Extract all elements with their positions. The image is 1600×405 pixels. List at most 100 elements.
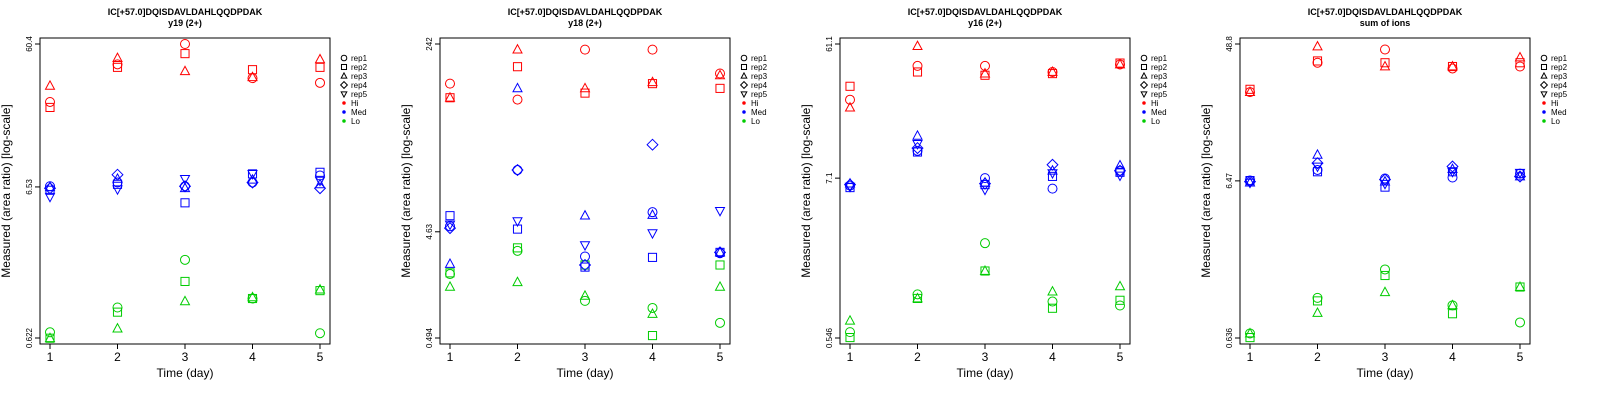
legend-marker-med <box>1142 110 1146 114</box>
legend-label: rep5 <box>351 90 368 99</box>
legend-marker-rep5 <box>340 91 348 99</box>
legend-marker-rep3 <box>1540 71 1548 79</box>
y-tick-label: 0.494 <box>425 327 434 348</box>
x-tick-label: 1 <box>847 350 854 364</box>
x-tick-label: 3 <box>182 350 189 364</box>
data-point-rep2-hi <box>1312 56 1323 66</box>
data-point-rep3-lo <box>444 280 456 291</box>
data-point-rep5-med <box>579 241 591 252</box>
legend-label: rep3 <box>1151 72 1168 81</box>
y-tick-label: 6.47 <box>1225 173 1234 189</box>
data-point-rep5-med <box>844 182 856 193</box>
legend-label: rep3 <box>751 72 768 81</box>
data-point-rep3-med <box>512 82 523 93</box>
legend-marker-rep3 <box>1140 71 1148 79</box>
data-point-rep5-med <box>647 229 658 240</box>
data-point-rep1-lo <box>112 302 123 313</box>
data-point-rep1-med <box>1447 172 1458 183</box>
data-point-rep1-med <box>512 165 523 176</box>
y-tick-label: 6.53 <box>25 179 34 195</box>
data-point-rep1-hi <box>1447 63 1458 74</box>
data-point-rep2-hi <box>845 81 855 91</box>
chart-title: IC[+57.0]DQISDAVLDAHLQQDPDAK <box>1308 7 1463 17</box>
x-tick-label: 5 <box>717 350 724 364</box>
legend-marker-hi <box>1142 101 1146 105</box>
data-point-rep3-hi <box>1312 40 1323 51</box>
data-point-rep5-med <box>512 217 523 228</box>
legend-marker-rep2 <box>740 63 748 71</box>
data-point-rep4-med <box>1378 173 1392 186</box>
data-point-rep4-med <box>978 177 992 190</box>
data-point-rep2-hi <box>315 62 325 72</box>
data-point-rep4-med <box>1113 164 1127 177</box>
x-axis-label: Time (day) <box>957 366 1014 380</box>
legend-marker-rep2 <box>1540 63 1548 71</box>
data-point-rep2-med <box>445 211 455 221</box>
y-axis-label: Measured (area ratio) [log-scale] <box>0 104 13 277</box>
data-point-rep2-lo <box>315 286 325 296</box>
data-point-rep1-lo <box>580 295 590 306</box>
data-point-rep2-hi <box>112 62 123 72</box>
data-point-rep2-med <box>1047 171 1058 181</box>
legend-label: Med <box>1551 108 1567 117</box>
legend-label: Med <box>351 108 367 117</box>
data-point-rep2-med <box>1380 182 1390 192</box>
legend-label: rep1 <box>1551 54 1568 63</box>
data-point-rep1-hi <box>180 39 190 49</box>
legend-label: Hi <box>751 99 759 108</box>
x-tick-label: 4 <box>649 350 656 364</box>
chart-title: IC[+57.0]DQISDAVLDAHLQQDPDAK <box>508 7 663 17</box>
legend-label: rep5 <box>1551 90 1568 99</box>
legend-marker-rep2 <box>340 63 348 71</box>
x-tick-label: 3 <box>1382 350 1389 364</box>
legend-marker-rep3 <box>740 71 748 79</box>
legend-marker-rep4 <box>739 80 749 90</box>
data-point-rep1-med <box>445 221 455 232</box>
data-point-rep5-med <box>1379 179 1391 190</box>
data-point-rep2-hi <box>45 102 55 112</box>
data-point-rep5-med <box>1514 168 1526 179</box>
x-tick-label: 3 <box>582 350 589 364</box>
data-point-rep1-med <box>647 207 658 218</box>
data-point-rep3-med <box>314 178 326 189</box>
data-point-rep1-med <box>180 181 190 192</box>
data-point-rep1-lo <box>1380 264 1390 275</box>
data-point-rep1-hi <box>315 77 325 88</box>
data-point-rep1-med <box>980 173 990 184</box>
data-point-rep4-med <box>178 180 192 193</box>
data-point-rep4-med <box>511 163 524 177</box>
data-point-rep3-hi <box>247 71 258 82</box>
data-point-rep3-med <box>1514 170 1526 181</box>
data-point-rep2-med <box>1312 167 1323 177</box>
data-point-rep2-hi <box>912 67 923 77</box>
data-point-rep2-hi <box>715 83 725 93</box>
data-point-rep1-lo <box>647 302 658 313</box>
data-point-rep3-hi <box>179 65 191 76</box>
data-point-rep1-lo <box>1515 317 1525 328</box>
data-point-rep3-hi <box>647 76 658 87</box>
y-tick-label: 242 <box>425 37 434 51</box>
legend-label: Lo <box>1151 117 1160 126</box>
data-point-rep3-hi <box>1047 65 1058 76</box>
legend-label: rep1 <box>751 54 768 63</box>
data-point-rep2-lo <box>715 260 725 270</box>
data-point-rep2-hi <box>580 88 590 98</box>
plot-frame <box>839 37 1131 345</box>
data-point-rep3-lo <box>1514 281 1526 291</box>
data-point-rep3-lo <box>44 332 56 343</box>
data-point-rep3-lo <box>179 295 191 306</box>
data-point-rep5-med <box>1114 171 1126 182</box>
data-point-rep1-hi <box>845 94 855 105</box>
data-point-rep4-med <box>246 176 259 189</box>
data-point-rep5-med <box>979 185 991 196</box>
data-point-rep1-hi <box>1380 44 1390 55</box>
data-point-rep3-hi <box>512 43 523 54</box>
y-tick-label: 60.4 <box>25 36 34 52</box>
data-point-rep5-med <box>314 176 326 187</box>
x-tick-label: 5 <box>1117 350 1124 364</box>
y-tick-label: 0.546 <box>825 327 834 348</box>
legend-marker-rep3 <box>340 71 348 79</box>
data-point-rep3-med <box>714 246 726 257</box>
